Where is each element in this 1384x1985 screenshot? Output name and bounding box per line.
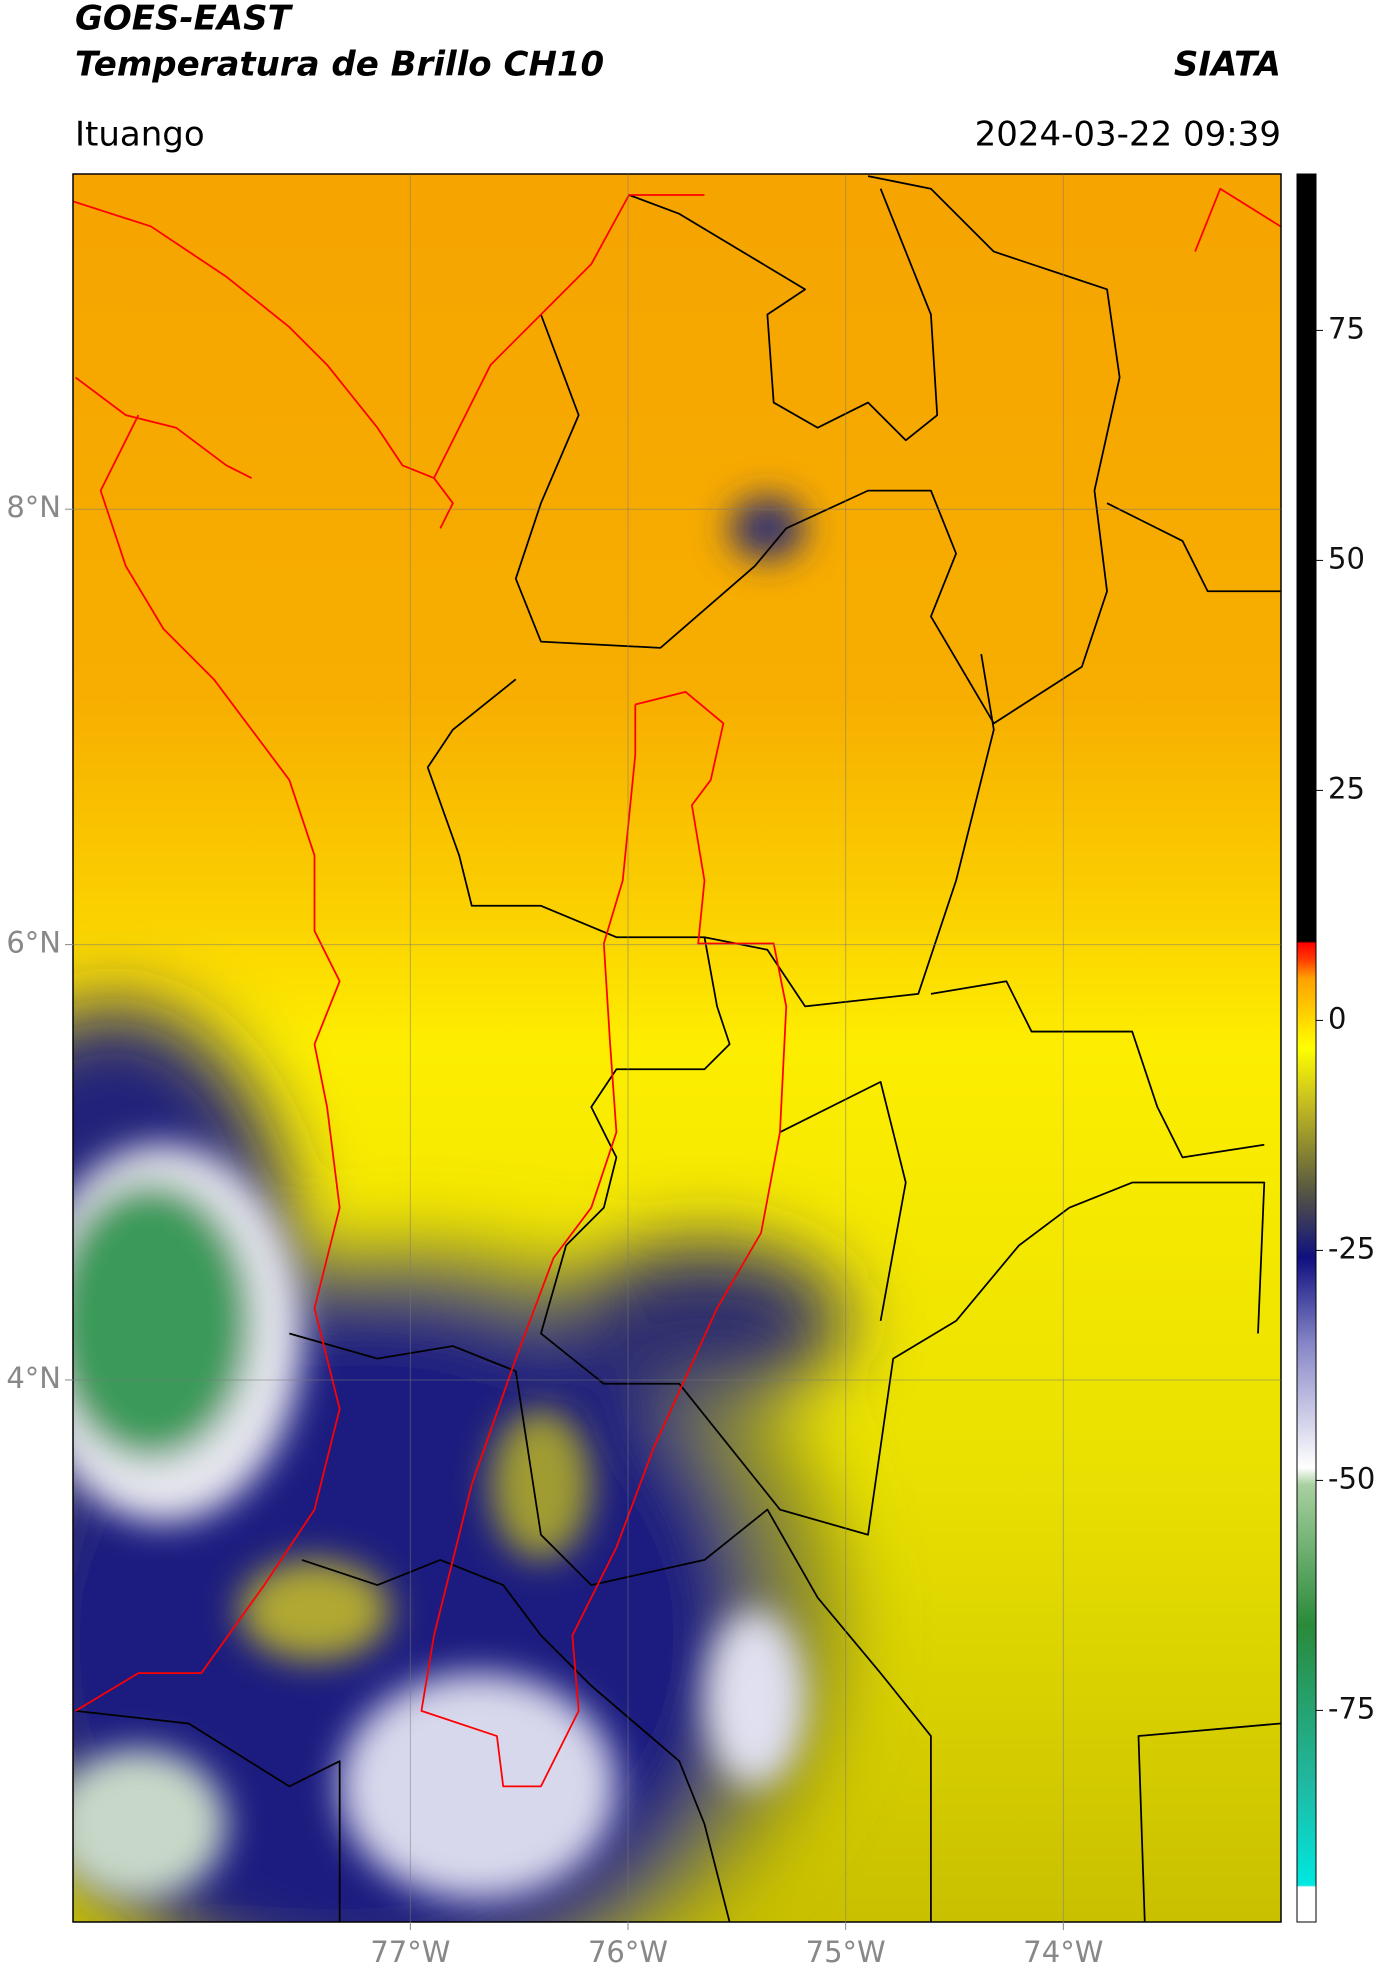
y-tick-label: 6°N — [6, 926, 61, 960]
colorbar-tick-label: -75 — [1328, 1691, 1375, 1725]
title: GOES-EAST — [75, 0, 294, 39]
x-tick-label: 74°W — [1023, 1935, 1103, 1969]
region: Ituango — [75, 115, 205, 155]
x-tick-label: 76°W — [588, 1935, 668, 1969]
colorbar-tick-label: 25 — [1328, 771, 1365, 805]
organization: SIATA — [1174, 45, 1281, 85]
subtitle: Temperatura de Brillo CH10 — [75, 45, 604, 85]
colorbar-tick-label: -50 — [1328, 1461, 1375, 1495]
datetime: 2024-03-22 09:39 — [975, 115, 1281, 155]
y-tick-label: 8°N — [6, 490, 61, 524]
map-frame — [72, 173, 1282, 1923]
satellite-image — [73, 174, 1281, 1922]
colorbar — [1296, 173, 1317, 1923]
colorbar-tick-label: 50 — [1328, 541, 1365, 575]
x-tick-label: 75°W — [806, 1935, 886, 1969]
y-tick-label: 4°N — [6, 1361, 61, 1395]
colorbar-tick-label: 0 — [1328, 1001, 1346, 1035]
colorbar-tick-label: 75 — [1328, 311, 1365, 345]
colorbar-tick-label: -25 — [1328, 1231, 1375, 1265]
x-tick-label: 77°W — [370, 1935, 450, 1969]
